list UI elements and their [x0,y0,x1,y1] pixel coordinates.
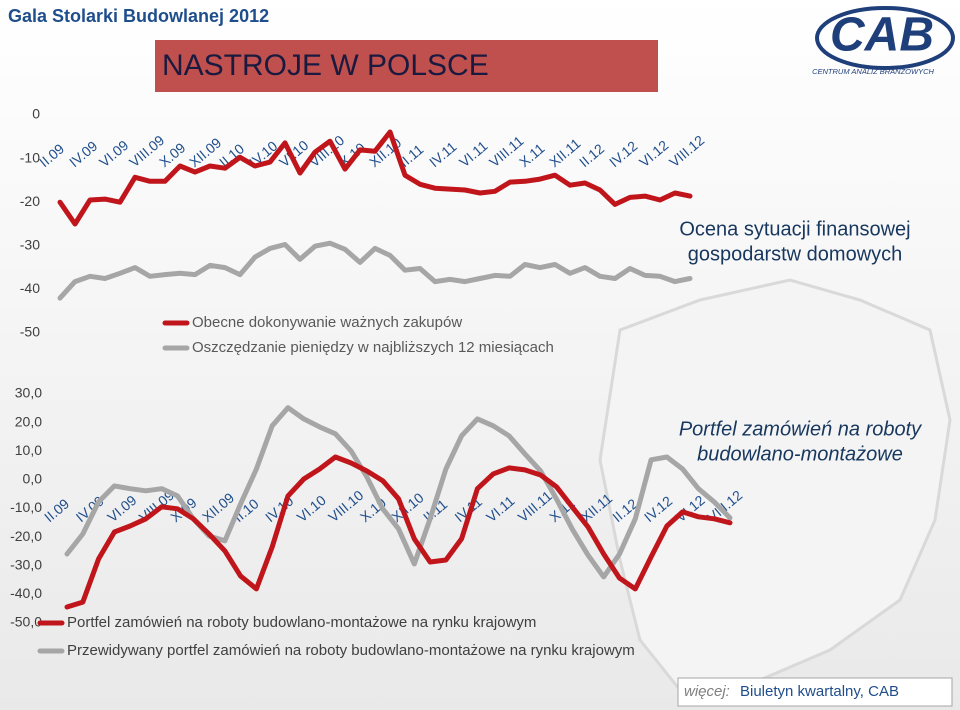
annotation: Portfel zamówień na roboty [679,418,922,440]
y-tick-label: 30,0 [15,385,42,401]
annotation: Ocena sytuacji finansowej [679,218,910,240]
y-tick-label: -20 [20,193,40,209]
y-tick-label: -50 [20,324,40,340]
series-line [64,405,733,580]
banner-title: NASTROJE W POLSCE [162,49,489,82]
y-tick-label: -30,0 [10,556,42,572]
y-tick-label: -50,0 [10,614,42,630]
y-tick-label: -20,0 [10,528,42,544]
series-line [57,129,693,227]
legend-label: Przewidywany portfel zamówień na roboty … [67,642,635,659]
y-tick-label: -10 [20,149,40,165]
logo-text: CAB [830,9,934,62]
y-tick-label: -30 [20,237,40,253]
footer-prefix: więcej: [684,683,730,700]
logo-subtitle: CENTRUM ANALIZ BRANŻOWYCH [812,67,934,76]
map-outline [598,278,952,692]
y-tick-label: -40 [20,280,40,296]
series-line [64,454,733,610]
annotation: budowlano-montażowe [697,443,903,465]
legend-label: Portfel zamówień na roboty budowlano-mon… [67,614,536,631]
logo: CAB CENTRUM ANALIZ BRANŻOWYCH [812,6,955,76]
legend-label: Oszczędzanie pieniędzy w najbliższych 12… [192,339,554,356]
banner [155,40,658,92]
legend-label: Obecne dokonywanie ważnych zakupów [192,314,462,331]
annotation: gospodarstw domowych [688,243,903,265]
series-line [57,240,693,301]
y-tick-label: 0,0 [23,471,43,487]
header-title: Gala Stolarki Budowlanej 2012 [8,6,269,26]
y-tick-label: 0 [32,106,40,122]
y-tick-label: -10,0 [10,499,42,515]
footer-box [677,677,953,707]
logo-swoosh [815,6,955,70]
y-tick-label: 10,0 [15,442,42,458]
y-tick-label: -40,0 [10,585,42,601]
footer-text: Biuletyn kwartalny, CAB [740,683,899,700]
y-tick-label: 20,0 [15,413,42,429]
